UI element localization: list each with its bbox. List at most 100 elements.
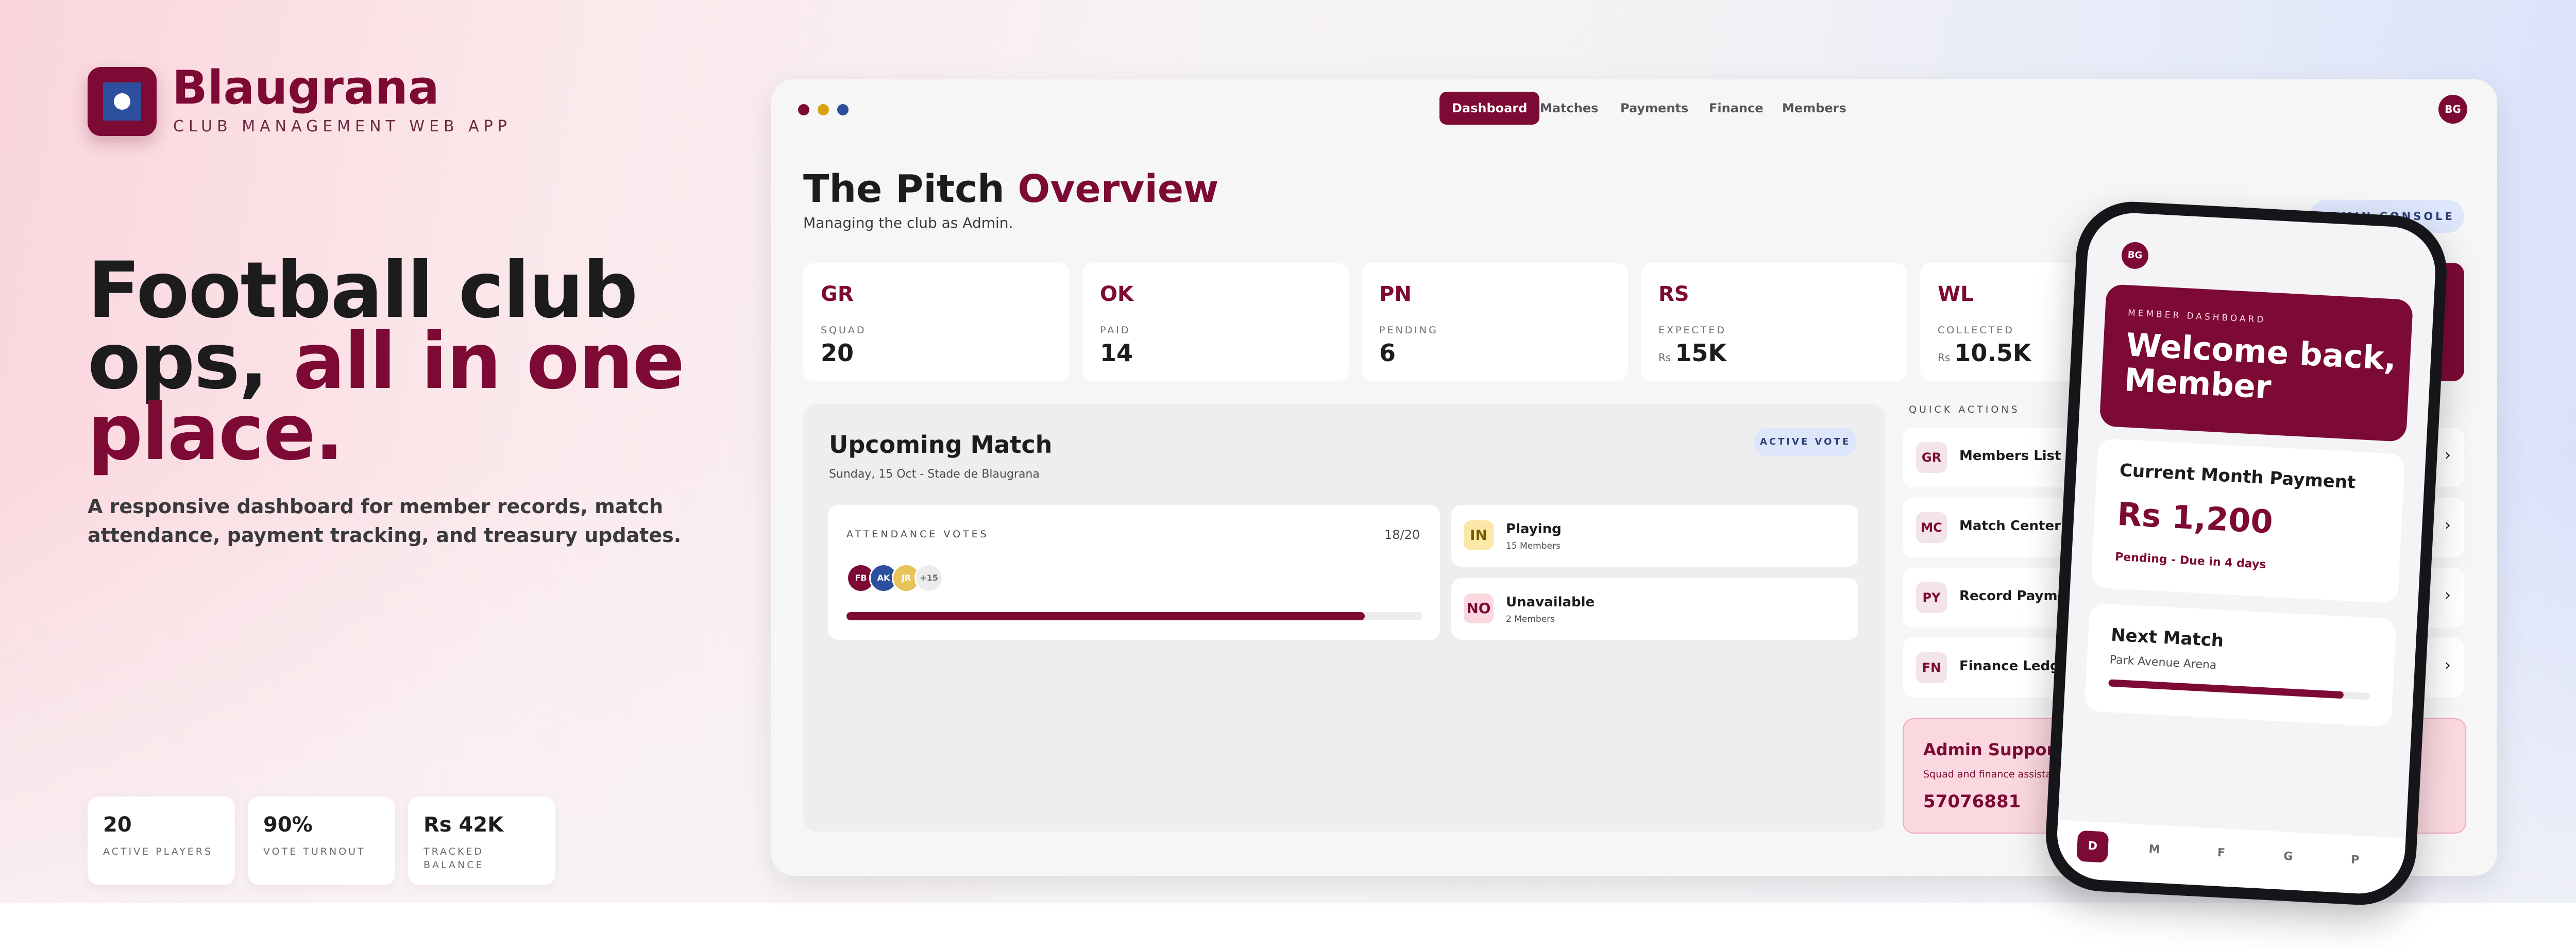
window-maximize-dot[interactable] [837,104,849,115]
window-close-dot[interactable] [798,104,809,115]
phone-tab-matches[interactable]: M [2148,842,2161,857]
kpi-label: PAID [1100,325,1131,336]
response-subtitle: 15 Members [1506,541,1561,551]
stat-value: 20 [103,813,132,837]
support-phone[interactable]: 57076881 [1923,791,2021,812]
phone-mockup: BG MEMBER DASHBOARD Welcome back, Member… [2043,199,2450,908]
support-subtitle: Squad and finance assistan [1923,769,2058,780]
attendance-count: 18/20 [1384,528,1420,542]
kpi-label: SQUAD [821,325,867,336]
stat-label: TRACKED BALANCE [423,846,484,871]
stat-card-vote-turnout: 90% VOTE TURNOUT [248,797,395,885]
support-title: Admin Support [1923,740,2063,759]
kpi-code: WL [1938,282,1974,306]
phone-tab-profile[interactable]: P [2350,853,2360,867]
more-voters-count: +15 [914,564,943,592]
kpi-label: PENDING [1379,325,1438,336]
hero-headline: Football club ops, all in one place. [88,246,706,478]
nav-finance[interactable]: Finance [1709,101,1764,115]
attendance-label: ATTENDANCE VOTES [846,529,989,540]
phone-screen: BG MEMBER DASHBOARD Welcome back, Member… [2055,211,2438,896]
kpi-value: 6 [1379,339,1396,367]
page-title-plain: The Pitch [803,167,1018,211]
nav-members[interactable]: Members [1782,101,1846,115]
member-dashboard-hero: MEMBER DASHBOARD Welcome back, Member [2099,284,2414,442]
hero-subtitle: A responsive dashboard for member record… [88,495,682,547]
next-match-progress-bar [2108,679,2370,700]
hero-line-2-accent: all in one [293,317,685,406]
kpi-value-row: Rs 15K [1658,339,1726,367]
phone-tab-g[interactable]: G [2283,850,2293,863]
phone-tab-bar: D M F G P [2055,820,2406,896]
next-match-card[interactable]: Next Match Park Avenue Arena [2084,603,2397,727]
stat-value: Rs 42K [423,813,504,837]
stat-value: 90% [263,813,313,837]
chevron-right-icon: › [2445,446,2451,464]
payment-card[interactable]: Current Month Payment Rs 1,200 Pending -… [2091,438,2405,604]
stat-card-active-players: 20 ACTIVE PLAYERS [88,797,235,885]
brand-name: Blaugrana [172,61,439,115]
window-minimize-dot[interactable] [818,104,829,115]
quick-action-badge: PY [1916,582,1947,613]
stat-label: ACTIVE PLAYERS [103,846,213,857]
stat-label: VOTE TURNOUT [263,846,366,857]
quick-action-label: Match Center [1959,518,2061,534]
user-avatar[interactable]: BG [2438,95,2467,124]
page-title-accent: Overview [1018,167,1219,211]
phone-tab-finance[interactable]: F [2217,846,2226,860]
kpi-card-squad: GR SQUAD 20 [803,263,1070,381]
quick-actions-label: QUICK ACTIONS [1909,404,2020,415]
upcoming-match-panel: Upcoming Match Sunday, 15 Oct - Stade de… [803,404,1885,832]
quick-action-badge: FN [1916,652,1947,683]
next-match-venue: Park Avenue Arena [2109,653,2217,672]
hero-line-3: place. [88,388,344,478]
kpi-value-row: Rs 10.5K [1938,339,2031,367]
hero-line-2: ops, all in one [88,323,706,400]
response-unavailable[interactable]: NO Unavailable 2 Members [1451,578,1858,640]
nav-payments[interactable]: Payments [1620,101,1689,115]
hero-label: MEMBER DASHBOARD [2127,308,2266,326]
page-title: The Pitch Overview [803,167,1218,211]
match-title: Upcoming Match [829,431,1053,459]
hero-line-2-plain: ops, [88,317,293,406]
payment-status: Pending - Due in 4 days [2114,550,2267,572]
kpi-label: EXPECTED [1658,325,1726,336]
quick-action-badge: GR [1916,442,1947,473]
response-title: Unavailable [1506,595,1595,610]
nav-matches[interactable]: Matches [1540,101,1599,115]
active-vote-badge: ACTIVE VOTE [1754,428,1857,456]
phone-avatar[interactable]: BG [2121,241,2149,270]
page-subtitle: Managing the club as Admin. [803,214,1013,231]
kpi-currency: Rs [1938,351,1951,364]
attendance-progress-fill [846,612,1365,620]
payment-title: Current Month Payment [2119,460,2357,493]
response-playing[interactable]: IN Playing 15 Members [1451,505,1858,567]
next-match-title: Next Match [2110,624,2225,651]
bottom-strip [0,903,2576,949]
hero-line-1: Football club [88,246,638,335]
kpi-code: PN [1379,282,1412,306]
kpi-code: RS [1658,282,1689,306]
kpi-value: 10.5K [1954,339,2031,367]
kpi-code: OK [1100,282,1133,306]
kpi-value: 20 [821,339,854,367]
phone-tab-dashboard[interactable]: D [2076,830,2109,863]
kpi-value: 15K [1675,339,1726,367]
chevron-right-icon: › [2445,586,2451,604]
quick-action-badge: MC [1916,512,1947,543]
quick-action-label: Members List [1959,448,2061,464]
match-subtitle: Sunday, 15 Oct - Stade de Blaugrana [829,468,1040,481]
response-badge: IN [1464,520,1494,550]
kpi-label: COLLECTED [1938,325,2014,336]
attendance-card[interactable]: ATTENDANCE VOTES 18/20 FB AK JR +15 [828,505,1440,640]
kpi-value: 14 [1100,339,1133,367]
chevron-right-icon: › [2445,516,2451,534]
nav-dashboard[interactable]: Dashboard [1439,92,1540,125]
logo-dot-icon [114,93,130,110]
next-match-progress-fill [2108,679,2344,699]
kpi-card-pending: PN PENDING 6 [1362,263,1628,381]
kpi-card-expected: RS EXPECTED Rs 15K [1641,263,1907,381]
response-title: Playing [1506,521,1562,537]
attendance-progress-bar [846,612,1422,620]
kpi-currency: Rs [1658,351,1671,364]
